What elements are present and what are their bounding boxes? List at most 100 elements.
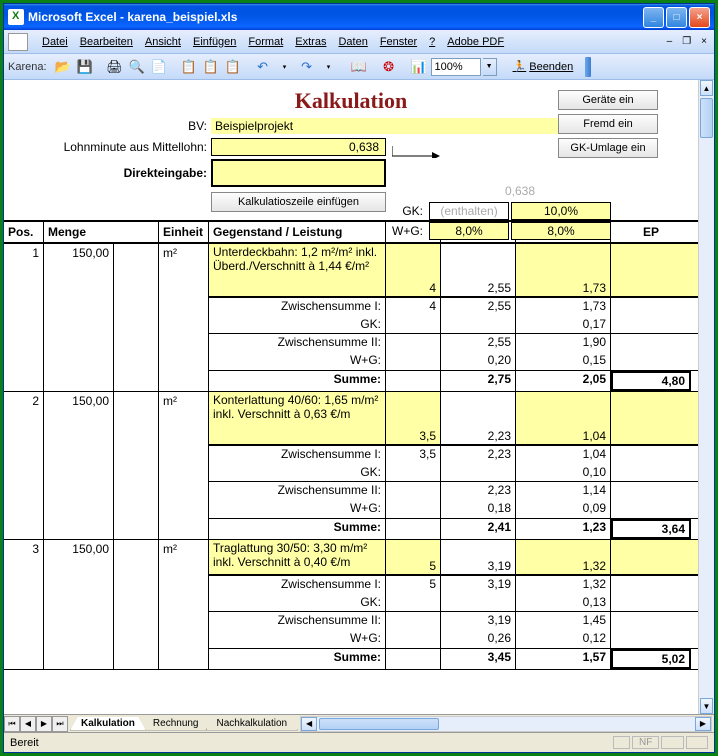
sheet-tab-nachkalkulation[interactable]: Nachkalkulation	[206, 717, 299, 731]
menu-format[interactable]: Format	[242, 34, 289, 50]
cell-zeit[interactable]: 3,5	[386, 392, 441, 444]
document-icon[interactable]	[8, 33, 28, 51]
cell-description[interactable]: Konterlattung 40/60: 1,65 m/m² inkl. Ver…	[209, 392, 386, 444]
kalkulationszeile-button[interactable]: Kalkulatioszeile einfügen	[211, 192, 386, 212]
scroll-right-icon[interactable]: ▶	[695, 717, 711, 731]
horizontal-scrollbar[interactable]: ◀ ▶	[300, 716, 712, 732]
geraete-ein-button[interactable]: Geräte ein	[558, 90, 658, 110]
toolbar-grip[interactable]	[585, 57, 591, 77]
sheet-tab-kalkulation[interactable]: Kalkulation	[70, 717, 146, 731]
print-preview-icon[interactable]: 🔍	[127, 57, 147, 77]
menu-daten[interactable]: Daten	[332, 34, 373, 50]
gk-c1: (enthalten)	[429, 202, 509, 220]
cell-einheit[interactable]: m²	[159, 244, 209, 391]
cell-empty	[386, 612, 441, 630]
fremd-ein-button[interactable]: Fremd ein	[558, 114, 658, 134]
cell-lohn[interactable]: 3,19	[441, 540, 516, 574]
menu-bearbeiten[interactable]: Bearbeiten	[74, 34, 139, 50]
lohn-input[interactable]: 0,638	[211, 138, 386, 156]
cell-blank[interactable]	[114, 540, 159, 669]
paste-values-icon[interactable]: 📋	[223, 57, 243, 77]
wg-c1[interactable]: 8,0%	[429, 222, 509, 240]
redo-icon[interactable]: ↷	[297, 57, 317, 77]
cell-zeit[interactable]: 5	[386, 540, 441, 574]
gk-c2[interactable]: 10,0%	[511, 202, 611, 220]
cell-blank[interactable]	[114, 392, 159, 539]
cell-lohn[interactable]: 2,23	[441, 392, 516, 444]
sheet-tab-rechnung[interactable]: Rechnung	[142, 717, 210, 731]
status-ready: Bereit	[10, 737, 39, 749]
cell-wg-mat: 0,09	[516, 500, 611, 518]
tab-first-icon[interactable]: ⏮	[4, 716, 20, 732]
cell-description[interactable]: Unterdeckbahn: 1,2 m²/m² inkl. Überd./Ve…	[209, 244, 386, 296]
cell-pos[interactable]: 2	[4, 392, 44, 539]
book-icon[interactable]: 📖	[349, 57, 369, 77]
label-gk: GK:	[209, 464, 386, 481]
gk-umlage-ein-button[interactable]: GK-Umlage ein	[558, 138, 658, 158]
menu-fenster[interactable]: Fenster	[374, 34, 423, 50]
undo-icon[interactable]: ↶	[253, 57, 273, 77]
side-buttons: Geräte ein Fremd ein GK-Umlage ein	[558, 90, 658, 158]
menu-datei[interactable]: Datei	[36, 34, 74, 50]
cell-description[interactable]: Traglattung 30/50: 3,30 m/m² inkl. Versc…	[209, 540, 386, 574]
menu-ansicht[interactable]: Ansicht	[139, 34, 187, 50]
cell-menge[interactable]: 150,00	[44, 392, 114, 539]
cell-material[interactable]: 1,73	[516, 244, 611, 296]
paste-icon[interactable]: 📋	[201, 57, 221, 77]
doc-close-button[interactable]: ×	[698, 36, 710, 47]
cell-einheit[interactable]: m²	[159, 540, 209, 669]
tab-next-icon[interactable]: ▶	[36, 716, 52, 732]
cell-empty	[611, 630, 691, 648]
print-icon[interactable]: 🖨	[105, 57, 125, 77]
cell-menge[interactable]: 150,00	[44, 540, 114, 669]
copy-icon[interactable]: 📋	[179, 57, 199, 77]
sheet[interactable]: Geräte ein Fremd ein GK-Umlage ein Kalku…	[4, 80, 698, 714]
minimize-button[interactable]: _	[643, 7, 664, 28]
zoom-dropdown-icon[interactable]: ▼	[483, 58, 497, 76]
undo-dd-icon[interactable]: ▾	[275, 57, 295, 77]
zoom-input[interactable]: 100%	[431, 58, 481, 76]
tab-nav: ⏮ ◀ ▶ ⏭	[4, 716, 68, 732]
menu-extras[interactable]: Extras	[289, 34, 332, 50]
gk-hint: 0,638	[429, 182, 611, 200]
tab-prev-icon[interactable]: ◀	[20, 716, 36, 732]
maximize-button[interactable]: □	[666, 7, 687, 28]
doc-restore-button[interactable]: ❐	[679, 36, 694, 47]
wg-c2[interactable]: 8,0%	[511, 222, 611, 240]
bv-input[interactable]: Beispielprojekt	[211, 118, 573, 134]
cell-menge[interactable]: 150,00	[44, 244, 114, 391]
cell-empty	[386, 519, 441, 539]
cell-zeit[interactable]: 4	[386, 244, 441, 296]
menu-einfügen[interactable]: Einfügen	[187, 34, 242, 50]
scroll-left-icon[interactable]: ◀	[301, 717, 317, 731]
direkt-input[interactable]	[211, 159, 386, 187]
cell-material[interactable]: 1,04	[516, 392, 611, 444]
close-button[interactable]: ×	[689, 7, 710, 28]
calculator-icon[interactable]: 📊	[409, 57, 429, 77]
cell-empty	[441, 464, 516, 481]
menu-adobe-pdf[interactable]: Adobe PDF	[441, 34, 510, 50]
cell-ep	[611, 540, 691, 574]
scroll-thumb[interactable]	[700, 98, 713, 138]
cell-material[interactable]: 1,32	[516, 540, 611, 574]
tab-last-icon[interactable]: ⏭	[52, 716, 68, 732]
cell-pos[interactable]: 1	[4, 244, 44, 391]
karena-tool-icon[interactable]: ❂	[379, 57, 399, 77]
cell-blank[interactable]	[114, 244, 159, 391]
hscroll-thumb[interactable]	[319, 718, 439, 730]
scroll-down-icon[interactable]: ▼	[700, 698, 713, 714]
scroll-up-icon[interactable]: ▲	[700, 80, 713, 96]
statusbar: Bereit NF	[4, 732, 714, 752]
menu-?[interactable]: ?	[423, 34, 441, 50]
save-icon[interactable]: 💾	[75, 57, 95, 77]
beenden-button[interactable]: 🏃 Beenden	[507, 58, 580, 76]
page-icon[interactable]: 📄	[149, 57, 169, 77]
cell-lohn[interactable]: 2,55	[441, 244, 516, 296]
redo-dd-icon[interactable]: ▾	[319, 57, 339, 77]
vertical-scrollbar[interactable]: ▲ ▼	[698, 80, 714, 714]
doc-minimize-button[interactable]: –	[664, 36, 676, 47]
cell-pos[interactable]: 3	[4, 540, 44, 669]
exit-icon: 🏃	[513, 60, 527, 73]
cell-einheit[interactable]: m²	[159, 392, 209, 539]
open-icon[interactable]: 📂	[53, 57, 73, 77]
